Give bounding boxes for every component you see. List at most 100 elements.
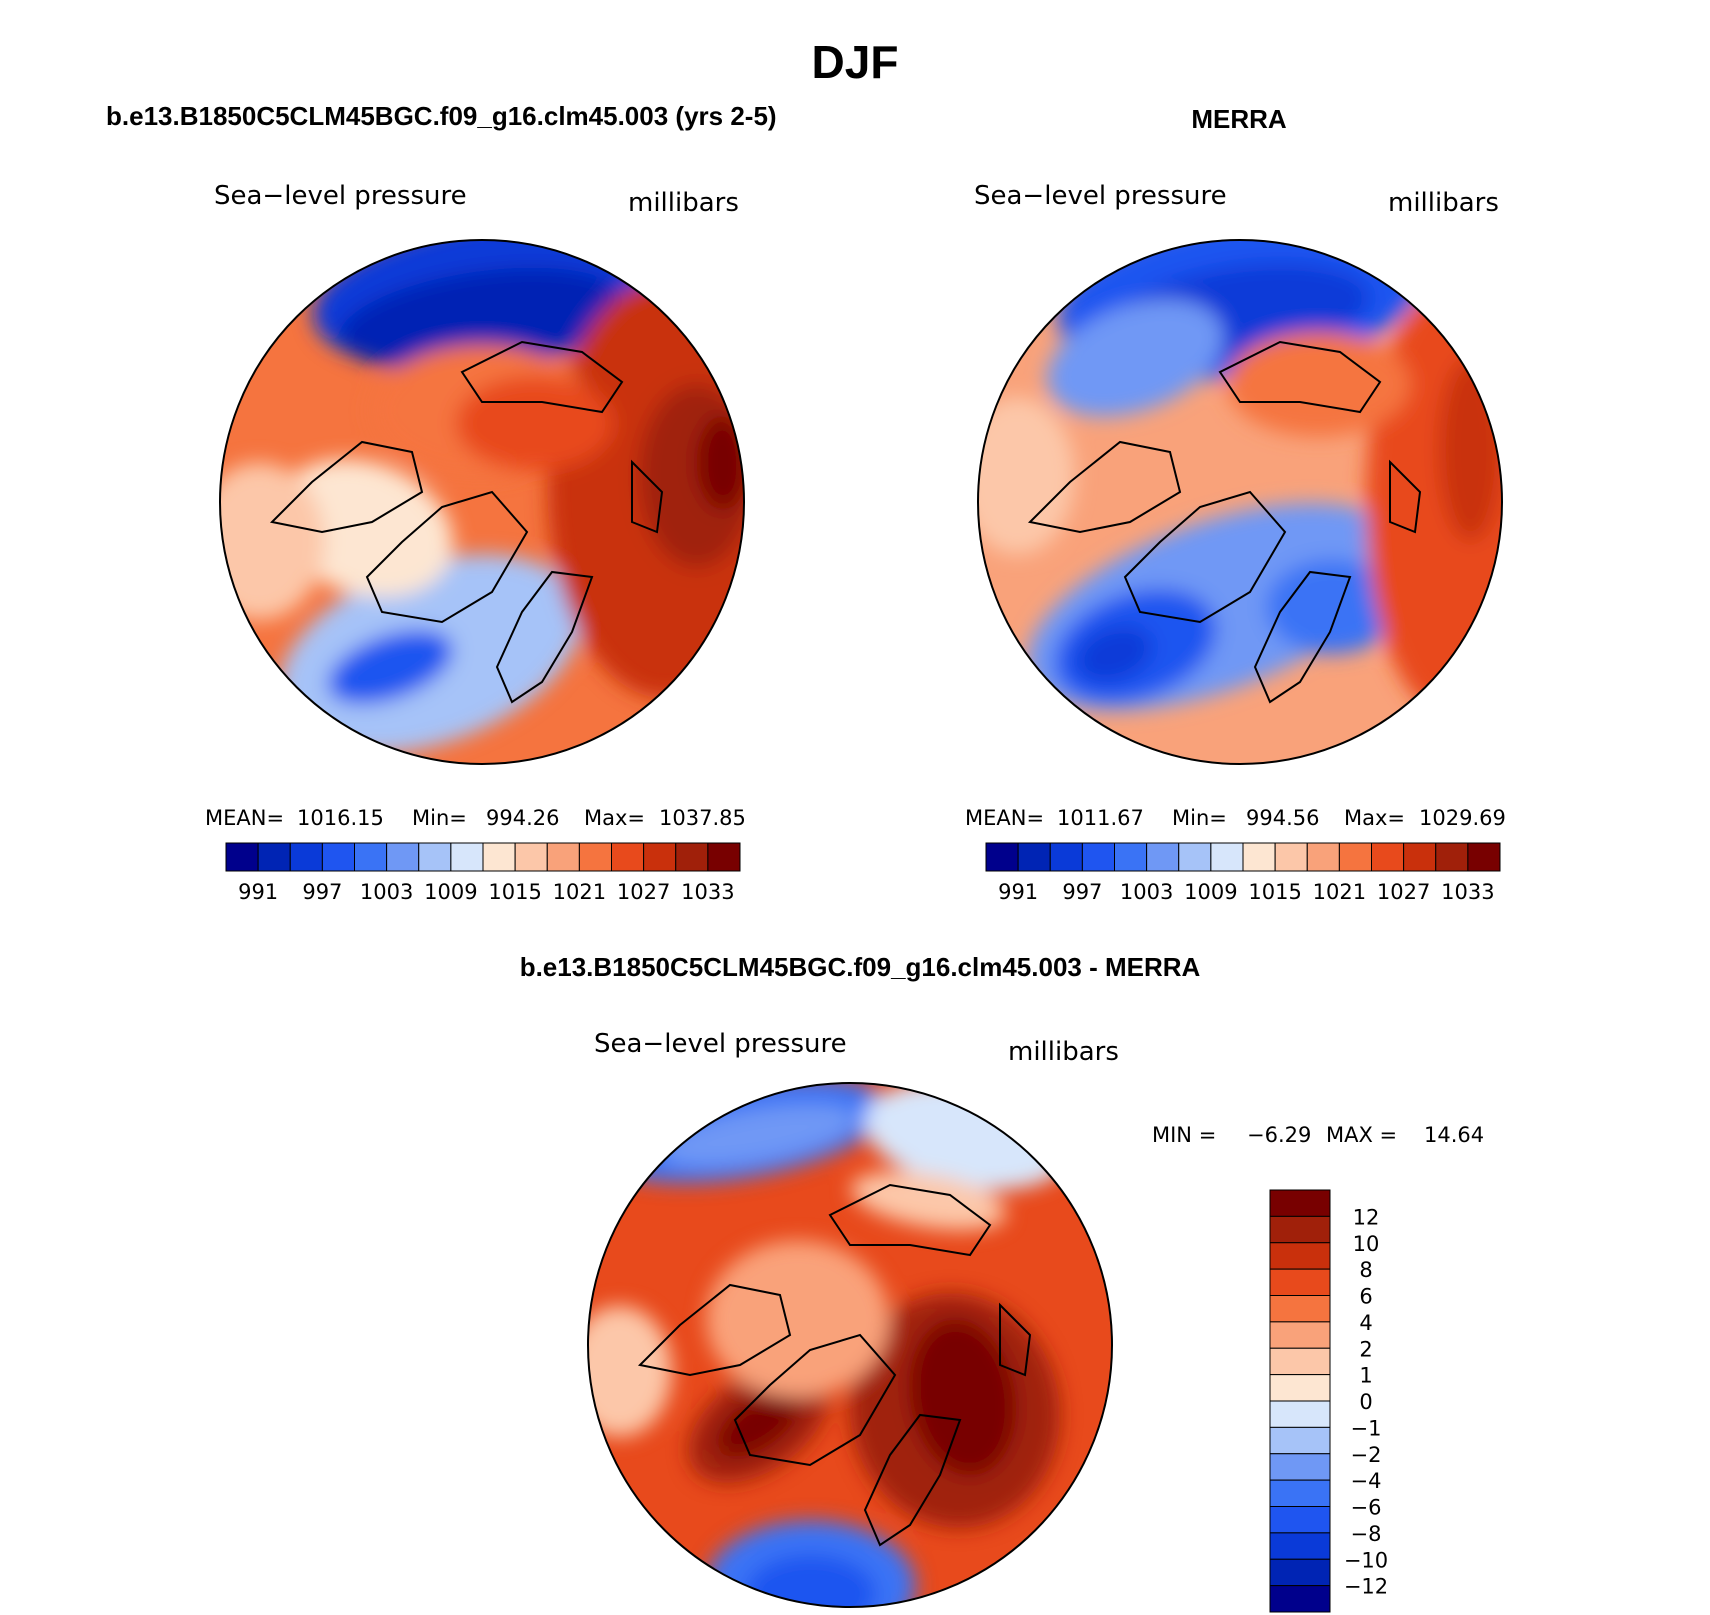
colorbar-bin — [1269, 1453, 1331, 1481]
pressure-region — [705, 1240, 890, 1398]
colorbar-bin — [675, 842, 709, 872]
colorbar-bin — [1269, 1479, 1331, 1507]
colorbar-bin — [514, 842, 548, 872]
colorbar-bin — [1242, 842, 1276, 872]
figure-title: DJF — [812, 36, 899, 88]
colorbar-tick-label: 1003 — [1120, 880, 1173, 904]
colorbar-tick-label: −10 — [1344, 1548, 1388, 1572]
panel-model-min-value: 994.26 — [486, 806, 559, 830]
panel-obs-max-label: Max= — [1344, 806, 1405, 830]
colorbar-tick-label: 1021 — [1313, 880, 1366, 904]
map-boundary — [587, 1082, 1113, 1608]
colorbar-tick-label: −1 — [1351, 1416, 1382, 1440]
panel-diff: b.e13.B1850C5CLM45BGC.f09_g16.clm45.003 … — [520, 952, 1484, 1613]
colorbar-bin — [354, 842, 388, 872]
colorbar-bin — [1210, 842, 1244, 872]
coastline — [1027, 440, 1182, 534]
colorbar-tick-label: −8 — [1351, 1522, 1382, 1546]
pressure-region — [1226, 331, 1411, 437]
pressure-region — [660, 1104, 857, 1167]
pressure-region — [909, 1319, 1017, 1476]
pressure-region — [1076, 625, 1153, 683]
colorbar-tick-label: 1027 — [617, 880, 670, 904]
coastline — [863, 1413, 962, 1547]
panel-model-heading: b.e13.B1850C5CLM45BGC.f09_g16.clm45.003 … — [106, 101, 777, 131]
colorbar-bin — [1269, 1532, 1331, 1560]
pressure-region — [1439, 357, 1502, 542]
panel-obs-variable: Sea−level pressure — [974, 181, 1227, 211]
coastline — [828, 1183, 992, 1257]
panel-model-max-label: Max= — [584, 806, 645, 830]
colorbar-tick-label: 1003 — [360, 880, 413, 904]
panel-diff-variable: Sea−level pressure — [594, 1029, 847, 1059]
panel-model-max-value: 1037.85 — [659, 806, 746, 830]
panel-model-map — [219, 239, 745, 765]
pressure-region — [327, 629, 453, 705]
panel-diff-units: millibars — [1008, 1037, 1119, 1067]
panel-diff-min-label: MIN = — [1152, 1123, 1216, 1147]
pressure-region — [588, 1305, 672, 1437]
colorbar-bin — [1269, 1585, 1331, 1613]
colorbar-bin — [1371, 842, 1405, 872]
colorbar-bin — [1467, 842, 1501, 872]
colorbar-bin — [1269, 1268, 1331, 1296]
colorbar-bin — [1274, 842, 1308, 872]
colorbar-tick-label: 997 — [302, 880, 342, 904]
colorbar-bin — [1269, 1506, 1331, 1534]
pressure-region — [1266, 559, 1398, 654]
panel-model-mean-value: 1016.15 — [297, 806, 384, 830]
colorbar-tick-label: 1033 — [681, 880, 734, 904]
colorbar-bin — [1403, 842, 1437, 872]
colorbar-tick-label: 2 — [1359, 1337, 1372, 1361]
panel-obs-map — [977, 239, 1503, 765]
panel-diff-max-value: 14.64 — [1424, 1123, 1484, 1147]
map-boundary — [977, 239, 1503, 765]
colorbar-tick-label: 0 — [1359, 1390, 1372, 1414]
coastline — [637, 1283, 792, 1377]
colorbar-tick-label: 1033 — [1441, 880, 1494, 904]
pressure-region — [339, 267, 625, 370]
colorbar-bin — [1269, 1321, 1331, 1349]
colorbar-bin — [1338, 842, 1372, 872]
panel-obs-units: millibars — [1388, 188, 1499, 218]
panel-obs-min-value: 994.56 — [1246, 806, 1319, 830]
panel-diff-stats: MIN = −6.29 MAX = 14.64 — [1152, 1123, 1484, 1147]
panel-obs-colorbar: 991 997 1003 1009 1015 1021 1027 1033 — [985, 842, 1501, 904]
panel-obs-max-value: 1029.69 — [1419, 806, 1506, 830]
colorbar-tick-label: −4 — [1351, 1469, 1382, 1493]
colorbar-bin — [707, 842, 741, 872]
colorbar-tick-label: 4 — [1359, 1311, 1372, 1335]
colorbar-bin — [578, 842, 612, 872]
coastline — [1389, 459, 1422, 534]
colorbar-bin — [643, 842, 677, 872]
pressure-region — [851, 1171, 1007, 1231]
colorbar-bin — [1146, 842, 1180, 872]
colorbar-tick-label: 1009 — [1184, 880, 1237, 904]
colorbar-bin — [225, 842, 259, 872]
colorbar-bin — [482, 842, 516, 872]
colorbar-tick-label: 1021 — [553, 880, 606, 904]
colorbar-tick-label: 12 — [1353, 1205, 1380, 1229]
coastline — [631, 459, 664, 534]
panel-obs: MERRA Sea−level pressure millibars MEAN=… — [965, 104, 1506, 904]
coastline — [1218, 340, 1382, 414]
map-boundary — [219, 239, 745, 765]
pressure-region — [1047, 299, 1224, 417]
colorbar-bin — [1269, 1189, 1331, 1217]
colorbar-bin — [1269, 1242, 1331, 1270]
pressure-region — [455, 376, 613, 471]
panel-obs-heading: MERRA — [1191, 104, 1287, 134]
colorbar-tick-label: −2 — [1351, 1443, 1382, 1467]
colorbar-bin — [1269, 1426, 1331, 1455]
coastline — [733, 1333, 897, 1467]
colorbar-bin — [450, 842, 484, 872]
colorbar-tick-label: 1009 — [424, 880, 477, 904]
colorbar-bin — [1049, 842, 1083, 872]
pressure-region — [745, 1554, 877, 1607]
colorbar-bin — [1114, 842, 1148, 872]
panel-model-stats: MEAN= 1016.15 Min= 994.26 Max= 1037.85 — [205, 806, 746, 830]
colorbar-bin — [1435, 842, 1469, 872]
colorbar-tick-label: 1 — [1359, 1364, 1372, 1388]
colorbar-bin — [1081, 842, 1115, 872]
colorbar-bin — [1269, 1374, 1331, 1402]
